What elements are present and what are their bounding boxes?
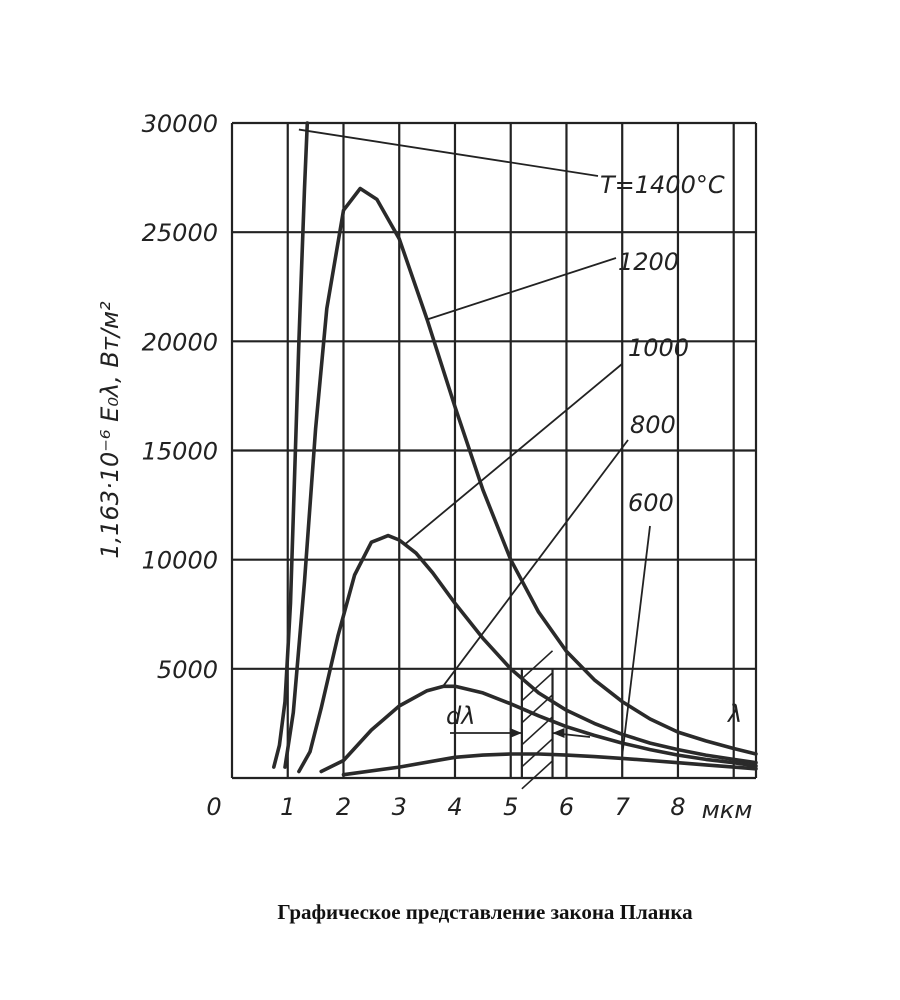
- leader-line: [443, 439, 629, 686]
- x-tick-label: 2: [336, 793, 351, 821]
- leader-lines: [298, 128, 651, 756]
- x-tick-label: 8: [670, 793, 685, 821]
- leader-line: [621, 525, 651, 756]
- series-600-curve: [341, 752, 758, 777]
- curve-label: 600: [628, 489, 674, 517]
- band-hatch: [521, 716, 554, 746]
- leader-line: [298, 128, 599, 177]
- y-tick-label: 30000: [142, 110, 218, 138]
- x-tick-label: 0: [206, 793, 221, 821]
- x-tick-label: 3: [392, 793, 407, 821]
- y-tick-label: 15000: [142, 438, 218, 466]
- series-1200-curve: [283, 186, 758, 769]
- tick-labels: 0 1 2 3 4 5 6 7 8 5000 10000 15000 20000 25000 30000: [142, 110, 686, 821]
- x-axis-unit: мкм: [702, 796, 753, 824]
- y-tick-label: 10000: [142, 547, 218, 575]
- band-hatch: [521, 650, 554, 680]
- curve-label: 1200: [618, 248, 679, 276]
- series-T1400C-curve: [271, 121, 310, 769]
- x-tick-label: 4: [447, 793, 462, 821]
- series-curves: [271, 121, 758, 777]
- lambda-label: λ: [726, 700, 742, 728]
- x-tick-label: 1: [280, 793, 295, 821]
- series-1000-curve: [297, 533, 758, 774]
- band-hatch: [521, 760, 554, 790]
- grid: [230, 121, 758, 780]
- curve-label: 1000: [628, 334, 689, 362]
- x-tick-label: 6: [559, 793, 574, 821]
- curve-label: 800: [630, 411, 676, 439]
- y-tick-label: 25000: [142, 219, 218, 247]
- series-800-curve: [319, 684, 758, 774]
- y-axis-label: 1,163·10⁻⁶ E₀λ, Вт/м²: [96, 301, 124, 559]
- leader-line: [404, 363, 623, 546]
- dlambda-arrowhead-left: [509, 728, 522, 738]
- y-tick-label: 20000: [142, 328, 218, 356]
- x-tick-label: 5: [503, 793, 518, 821]
- figure-caption: Графическое представление закона Планка: [277, 900, 693, 924]
- dlambda-label: dλ: [446, 702, 475, 730]
- leader-line: [426, 257, 617, 321]
- y-tick-label: 5000: [157, 656, 218, 684]
- dlambda-arrowhead-right: [552, 728, 565, 738]
- curve-label: T=1400°C: [600, 171, 725, 199]
- band-hatch: [521, 672, 554, 702]
- curve-labels: T=1400°C 1200 1000 800 600 λ dλ: [446, 171, 742, 730]
- x-tick-label: 7: [615, 793, 631, 821]
